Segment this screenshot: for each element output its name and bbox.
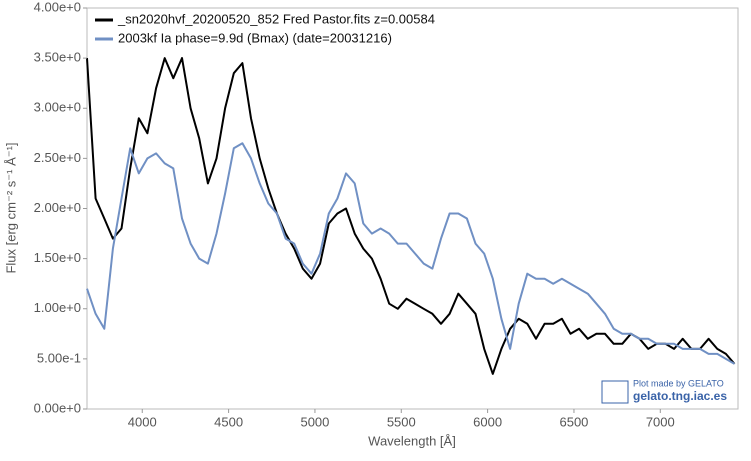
x-tick-label: 6500 [559,414,588,429]
spectrum-line [86,142,736,365]
legend-label: 2003kf Ia phase=9.9d (Bmax) (date=200312… [118,30,392,45]
y-tick-label: 1.50e+0 [34,250,81,265]
y-tick-label: 3.50e+0 [34,50,81,65]
watermark-box [600,378,734,406]
x-tick-label: 5500 [387,414,416,429]
y-tick-label: 4.00e+0 [34,0,81,14]
x-tick-label: 4000 [128,414,157,429]
watermark-url: gelato.tng.iac.es [633,389,727,403]
y-tick-label: 2.00e+0 [34,200,81,215]
x-axis-label: Wavelength [Å] [368,433,456,448]
legend-label: _sn2020hvf_20200520_852 Fred Pastor.fits… [117,11,435,26]
y-tick-label: 5.00e-1 [37,350,81,365]
y-tick-label: 0.00e+0 [34,400,81,415]
y-tick-label: 1.00e+0 [34,300,81,315]
y-tick-label: 2.50e+0 [34,150,81,165]
y-axis-label: Flux [erg cm⁻² s⁻¹ Å⁻¹] [3,142,18,273]
x-tick-label: 6000 [473,414,502,429]
y-tick-label: 3.00e+0 [34,100,81,115]
spectrum-line [86,57,736,375]
watermark-text: Plot made by GELATO [633,378,724,388]
watermark-logo [601,380,629,404]
x-tick-label: 7000 [646,414,675,429]
x-tick-label: 4500 [214,414,243,429]
x-tick-label: 5000 [300,414,329,429]
